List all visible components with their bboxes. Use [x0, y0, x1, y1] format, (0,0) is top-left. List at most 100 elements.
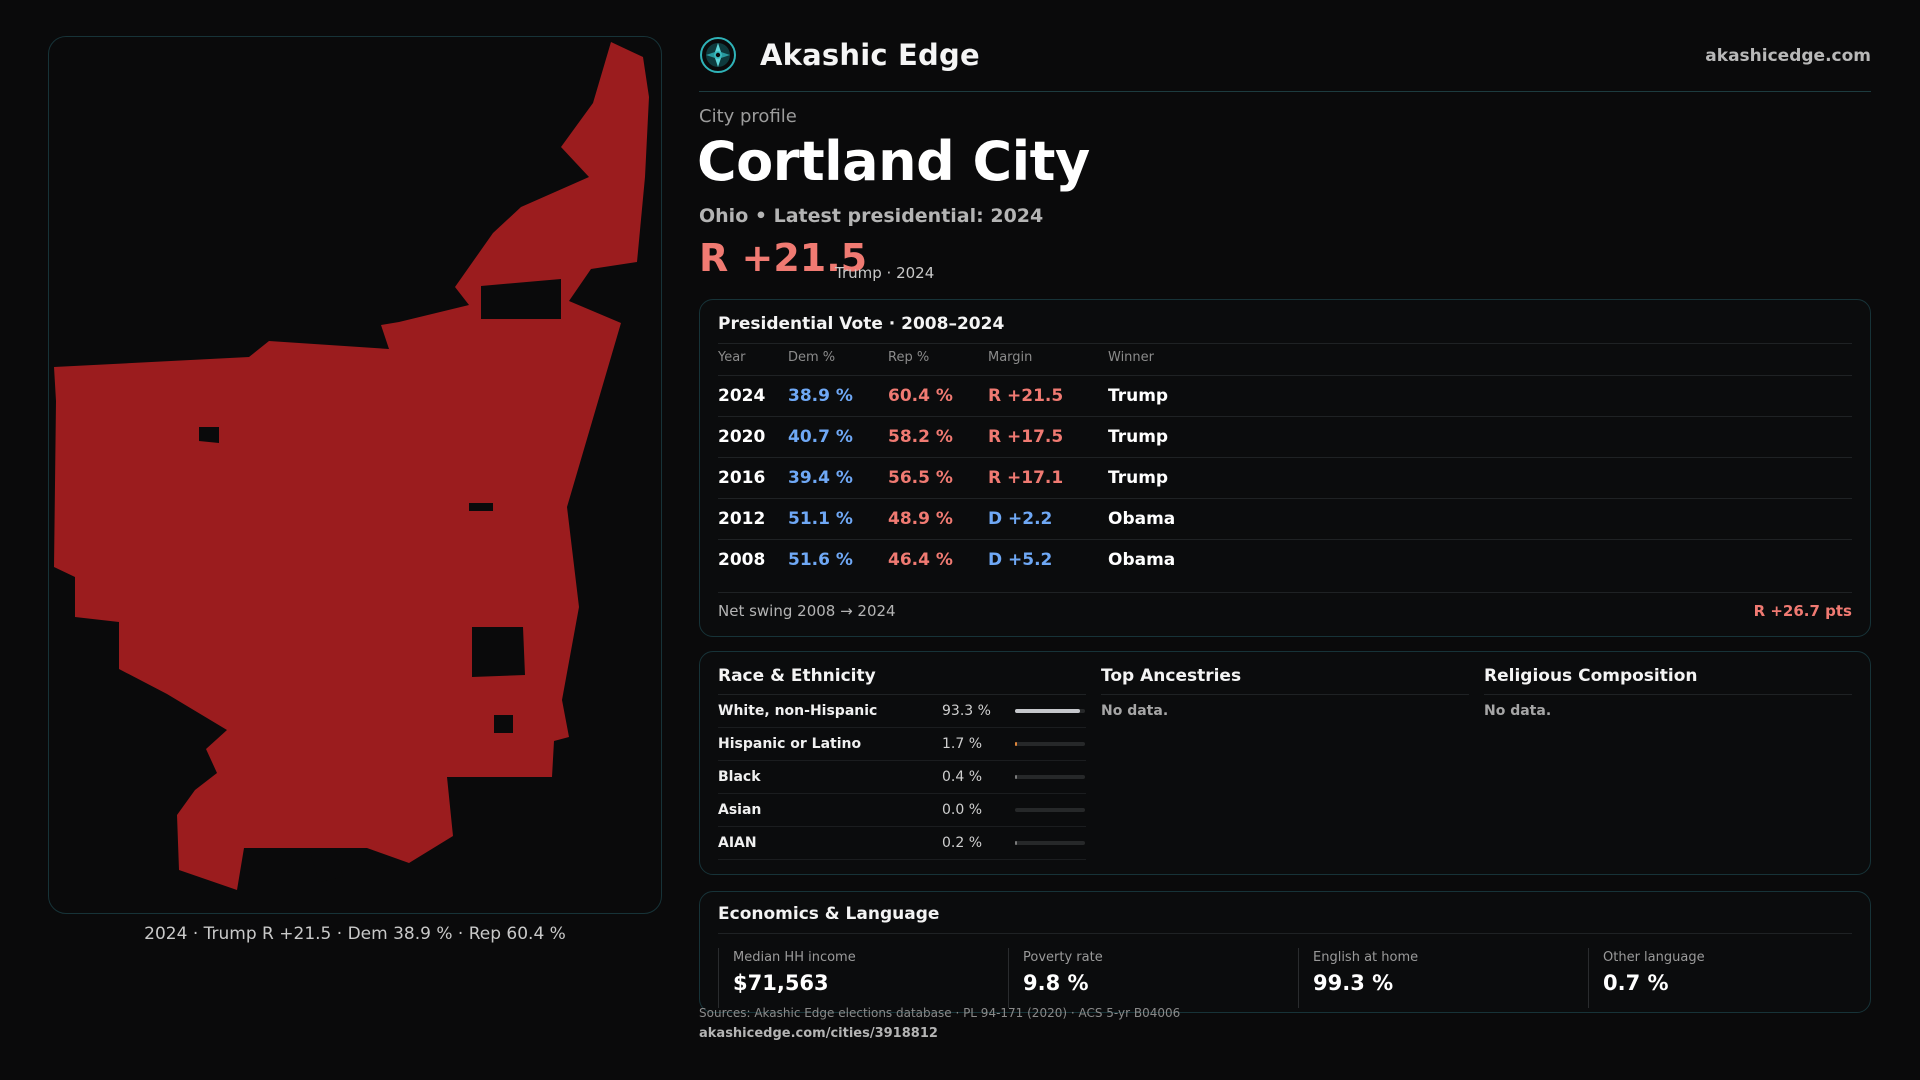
- divider: [1484, 694, 1852, 695]
- demographics-card: Race & Ethnicity White, non-Hispanic 93.3…: [699, 651, 1871, 875]
- dem-cell: 51.6 %: [788, 550, 853, 570]
- race-bar-track: [1015, 775, 1085, 779]
- net-swing-value: R +26.7 pts: [1753, 602, 1852, 620]
- stat-other-language: Other language 0.7 %: [1588, 948, 1858, 1008]
- profile-subtitle: Ohio • Latest presidential: 2024: [699, 205, 1044, 227]
- race-label: White, non-Hispanic: [718, 703, 878, 719]
- year-cell: 2016: [718, 468, 766, 488]
- map-caption: 2024 · Trump R +21.5 · Dem 38.9 % · Rep …: [144, 924, 566, 944]
- ancestries-nodata: No data.: [1101, 703, 1169, 719]
- map-notch: [309, 848, 343, 882]
- stat-poverty-rate: Poverty rate 9.8 %: [1008, 948, 1278, 1008]
- city-map-panel: [48, 36, 662, 914]
- winner-cell: Trump: [1108, 427, 1169, 447]
- year-cell: 2008: [718, 550, 766, 570]
- race-value: 0.2 %: [942, 835, 983, 851]
- race-title: Race & Ethnicity: [718, 666, 876, 686]
- race-value: 0.0 %: [942, 802, 983, 818]
- race-row: AIAN 0.2 %: [718, 827, 1086, 860]
- year-cell: 2020: [718, 427, 766, 447]
- dem-cell: 51.1 %: [788, 509, 853, 529]
- winner-cell: Obama: [1108, 550, 1176, 570]
- race-bar-fill: [1015, 742, 1017, 746]
- margin-cell: R +17.1: [988, 468, 1064, 488]
- city-boundary-map: [54, 42, 649, 890]
- stat-value: 99.3 %: [1313, 971, 1394, 995]
- religion-section: Religious Composition No data.: [1484, 666, 1852, 719]
- race-bar-fill: [1015, 775, 1017, 779]
- race-row: Asian 0.0 %: [718, 794, 1086, 827]
- race-label: AIAN: [718, 835, 757, 851]
- column-header-dem: Dem %: [788, 350, 836, 365]
- economics-card: Economics & Language Median HH income $7…: [699, 891, 1871, 1013]
- stat-label: English at home: [1313, 950, 1419, 965]
- table-row: 2020 40.7 % 58.2 % R +17.5 Trump: [718, 416, 1852, 458]
- headline-note: Trump · 2024: [835, 264, 935, 282]
- divider: [718, 343, 1852, 344]
- year-cell: 2024: [718, 386, 766, 406]
- race-value: 1.7 %: [942, 736, 983, 752]
- dem-cell: 40.7 %: [788, 427, 853, 447]
- race-bar-track: [1015, 808, 1085, 812]
- winner-cell: Trump: [1108, 386, 1169, 406]
- profile-kicker: City profile: [699, 106, 797, 127]
- winner-cell: Obama: [1108, 509, 1176, 529]
- stat-value: 9.8 %: [1023, 971, 1089, 995]
- race-row: White, non-Hispanic 93.3 %: [718, 695, 1086, 728]
- presidential-vote-card: Presidential Vote · 2008–2024 Year Dem %…: [699, 299, 1871, 637]
- net-swing-label: Net swing 2008 → 2024: [718, 602, 896, 620]
- race-value: 0.4 %: [942, 769, 983, 785]
- sources-note: Sources: Akashic Edge elections database…: [699, 1006, 1181, 1020]
- stat-label: Other language: [1603, 950, 1705, 965]
- column-header-rep: Rep %: [888, 350, 930, 365]
- table-row: 2008 51.6 % 46.4 % D +5.2 Obama: [718, 539, 1852, 581]
- stat-median-income: Median HH income $71,563: [718, 948, 988, 1008]
- race-bar-fill: [1015, 709, 1081, 713]
- stat-value: $71,563: [733, 971, 829, 995]
- rep-cell: 58.2 %: [888, 427, 953, 447]
- vote-card-title: Presidential Vote · 2008–2024: [718, 314, 1005, 334]
- table-row: 2012 51.1 % 48.9 % D +2.2 Obama: [718, 498, 1852, 540]
- dem-cell: 38.9 %: [788, 386, 853, 406]
- race-row: Black 0.4 %: [718, 761, 1086, 794]
- column-header-winner: Winner: [1108, 350, 1155, 365]
- margin-cell: D +5.2: [988, 550, 1053, 570]
- dem-cell: 39.4 %: [788, 468, 853, 488]
- stat-value: 0.7 %: [1603, 971, 1669, 995]
- rep-cell: 46.4 %: [888, 550, 953, 570]
- race-label: Black: [718, 769, 761, 785]
- race-row: Hispanic or Latino 1.7 %: [718, 728, 1086, 761]
- race-label: Asian: [718, 802, 762, 818]
- race-label: Hispanic or Latino: [718, 736, 862, 752]
- page-title: Cortland City: [697, 130, 1090, 193]
- compass-logo-icon[interactable]: [699, 36, 737, 74]
- column-header-year: Year: [718, 350, 746, 365]
- permalink[interactable]: akashicedge.com/cities/3918812: [699, 1026, 938, 1041]
- table-row: 2024 38.9 % 60.4 % R +21.5 Trump: [718, 375, 1852, 417]
- margin-cell: R +17.5: [988, 427, 1064, 447]
- margin-cell: R +21.5: [988, 386, 1064, 406]
- stat-english-at-home: English at home 99.3 %: [1298, 948, 1568, 1008]
- religion-nodata: No data.: [1484, 703, 1552, 719]
- ancestries-section: Top Ancestries No data.: [1101, 666, 1469, 719]
- divider: [718, 592, 1852, 593]
- winner-cell: Trump: [1108, 468, 1169, 488]
- race-bar-fill: [1015, 841, 1017, 845]
- brand-name[interactable]: Akashic Edge: [760, 38, 980, 72]
- race-ethnicity-section: Race & Ethnicity White, non-Hispanic 93.3…: [718, 666, 1086, 860]
- stat-label: Median HH income: [733, 950, 856, 965]
- city-boundary-shape: [54, 42, 649, 890]
- race-bar-track: [1015, 841, 1085, 845]
- rep-cell: 60.4 %: [888, 386, 953, 406]
- rep-cell: 48.9 %: [888, 509, 953, 529]
- margin-cell: D +2.2: [988, 509, 1053, 529]
- site-link[interactable]: akashicedge.com: [1705, 46, 1871, 66]
- stat-label: Poverty rate: [1023, 950, 1103, 965]
- race-list: White, non-Hispanic 93.3 % Hispanic or Lat…: [718, 695, 1086, 860]
- site-header: Akashic Edge akashicedge.com: [699, 36, 1871, 92]
- rep-cell: 56.5 %: [888, 468, 953, 488]
- headline-margin: R +21.5: [699, 236, 868, 280]
- table-row: 2016 39.4 % 56.5 % R +17.1 Trump: [718, 457, 1852, 499]
- ancestries-title: Top Ancestries: [1101, 666, 1242, 686]
- race-bar-track: [1015, 709, 1085, 713]
